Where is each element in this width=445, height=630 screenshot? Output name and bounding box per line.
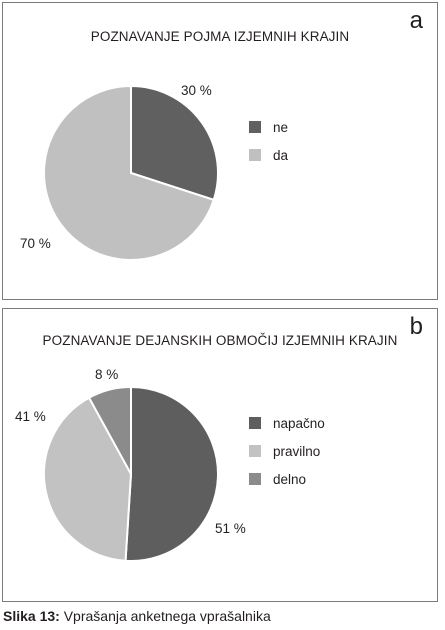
pie-chart	[43, 385, 219, 562]
legend-swatch	[249, 417, 261, 429]
legend-item: da	[249, 147, 288, 163]
panel-label: b	[409, 313, 423, 340]
pie-slice-ne	[130, 84, 219, 202]
legend: ne da	[249, 119, 288, 175]
slice-value-label: 70 %	[20, 236, 51, 251]
figure-caption: Slika 13: Vprašanja anketnega vprašalnik…	[3, 608, 271, 624]
caption-text: Vprašanja anketnega vprašalnika	[59, 608, 271, 624]
chart-panel-a: POZNAVANJE POJMA IZJEMNIH KRAJIN a 30 % …	[2, 2, 438, 300]
pie-slice-delno	[87, 385, 132, 475]
legend-item: ne	[249, 119, 288, 135]
chart-title: POZNAVANJE DEJANSKIH OBMOČIJ IZJEMNIH KR…	[42, 333, 398, 348]
legend-label: delno	[273, 471, 307, 487]
legend-swatch	[249, 149, 261, 161]
caption-lead: Slika 13:	[3, 608, 60, 624]
panel-label: a	[409, 7, 423, 34]
legend-label: da	[273, 147, 289, 163]
legend: napačno pravilno delno	[249, 415, 325, 499]
chart-panel-b: POZNAVANJE DEJANSKIH OBMOČIJ IZJEMNIH KR…	[2, 308, 438, 602]
legend-swatch	[249, 445, 261, 457]
legend-label: ne	[273, 119, 289, 135]
legend-item: pravilno	[249, 443, 325, 459]
legend-swatch	[249, 121, 261, 133]
legend-label: napačno	[273, 415, 325, 431]
legend-item: napačno	[249, 415, 325, 431]
legend-item: delno	[249, 471, 325, 487]
legend-swatch	[249, 473, 261, 485]
pie-chart	[43, 84, 219, 261]
pie-slice-napačno	[124, 385, 219, 562]
chart-title: POZNAVANJE POJMA IZJEMNIH KRAJIN	[90, 29, 350, 44]
slice-value-label: 51 %	[215, 521, 246, 536]
pie-slice-da	[43, 84, 216, 261]
pie-slice-pravilno	[43, 396, 133, 562]
slice-value-label: 30 %	[181, 83, 212, 98]
slice-value-label: 8 %	[95, 367, 119, 382]
slice-value-label: 41 %	[15, 409, 46, 424]
legend-label: pravilno	[273, 443, 321, 459]
